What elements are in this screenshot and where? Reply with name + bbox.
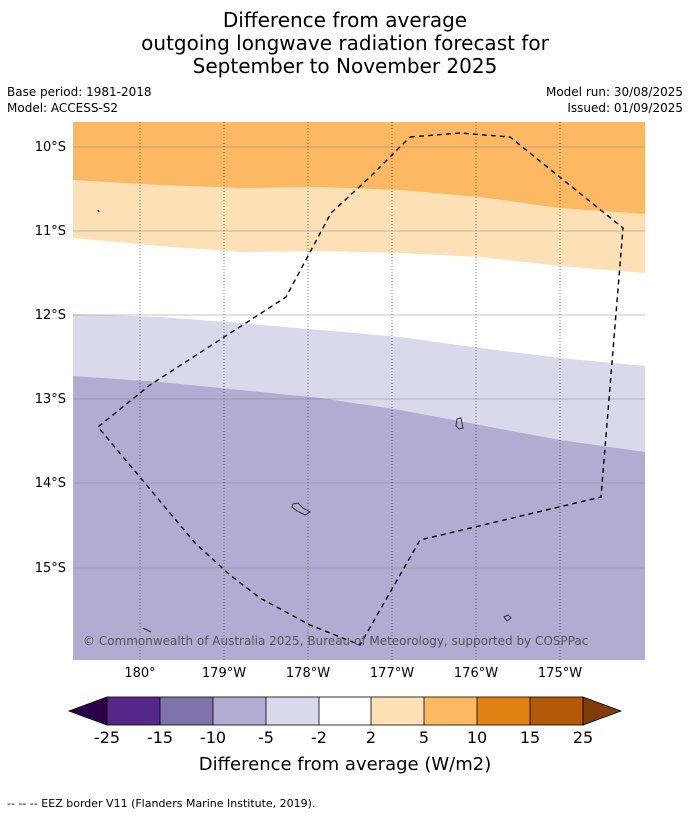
colorbar-segment [477, 697, 530, 725]
colorbar-tick-label: 5 [419, 728, 429, 747]
island-outline-east [455, 417, 464, 430]
colorbar-segment [107, 697, 160, 725]
colorbar-title: Difference from average (W/m2) [199, 754, 491, 775]
colorbar-tick-label: -5 [258, 728, 274, 747]
colorbar-dividers [159, 697, 531, 725]
latitude-axis-labels: 10°S 11°S 12°S 13°S 14°S 15°S [35, 140, 66, 576]
colorbar-segment [213, 697, 266, 725]
map-area [73, 122, 645, 660]
island-outline-central [291, 502, 311, 516]
title-line-3: September to November 2025 [192, 54, 498, 78]
colorbar-tick-label: 25 [573, 728, 593, 747]
colorbar-segment [266, 697, 319, 725]
lon-label-179w: 179°W [202, 666, 246, 681]
lon-label-180: 180° [124, 666, 155, 681]
colorbar-tick-label: -10 [200, 728, 226, 747]
colorbar-tick-label: 10 [467, 728, 487, 747]
island-outline-southeast [503, 614, 512, 622]
model-text: Model: ACCESS-S2 [7, 101, 119, 115]
lat-label-10s: 10°S [35, 140, 66, 155]
islet-outline-southwest [142, 627, 152, 633]
title-line-1: Difference from average [222, 8, 468, 32]
colorbar-segment [371, 697, 424, 725]
colorbar-segment [424, 697, 477, 725]
issued-text: Issued: 01/09/2025 [567, 101, 683, 115]
colorbar-frame [106, 696, 584, 726]
colorbar: -25 -15 -10 -5 -2 2 5 10 15 25 Differenc… [67, 696, 623, 775]
colorbar-segment [160, 697, 213, 725]
base-period-text: Base period: 1981-2018 [7, 85, 152, 99]
band-orange [73, 122, 645, 214]
lon-label-175w: 175°W [538, 666, 582, 681]
lon-label-178w: 178°W [286, 666, 330, 681]
lat-label-14s: 14°S [35, 476, 66, 491]
colorbar-segment [530, 697, 583, 725]
lat-label-15s: 15°S [35, 561, 66, 576]
latitude-gridlines [73, 146, 645, 569]
longitude-axis-labels: 180° 179°W 178°W 177°W 176°W 175°W [124, 666, 582, 681]
colorbar-extend-low [67, 696, 108, 726]
lon-label-176w: 176°W [454, 666, 498, 681]
lat-label-12s: 12°S [35, 308, 66, 323]
colorbar-tick-label: -25 [94, 728, 120, 747]
colorbar-tick-label: -2 [311, 728, 327, 747]
eez-legend-text: -- -- -- EEZ border V11 (Flanders Marine… [7, 797, 316, 810]
copyright-text: © Commonwealth of Australia 2025, Bureau… [83, 634, 588, 648]
title-line-2: outgoing longwave radiation forecast for [141, 31, 549, 55]
colorbar-tick-label: 15 [520, 728, 540, 747]
lat-label-11s: 11°S [35, 224, 66, 239]
islet-marker [97, 209, 100, 213]
colorbar-tick-label: -15 [147, 728, 173, 747]
model-run-text: Model run: 30/08/2025 [545, 85, 683, 99]
colorbar-extend-high [582, 696, 623, 726]
lat-label-13s: 13°S [35, 392, 66, 407]
colorbar-segment [319, 697, 371, 725]
colorbar-tick-label: 2 [366, 728, 376, 747]
lon-label-177w: 177°W [370, 666, 414, 681]
